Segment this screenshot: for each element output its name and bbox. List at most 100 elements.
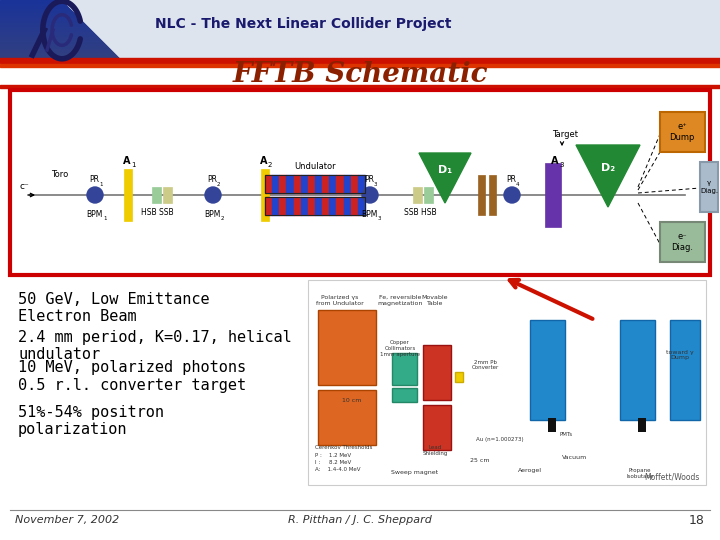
Bar <box>343 175 351 193</box>
Bar <box>329 197 336 215</box>
Bar <box>0 25 86 26</box>
Text: November 7, 2002: November 7, 2002 <box>15 515 120 525</box>
Bar <box>336 175 343 193</box>
Text: 10 MeV, polarized photons: 10 MeV, polarized photons <box>18 360 246 375</box>
Text: 2mm Pb
Converter: 2mm Pb Converter <box>472 360 499 370</box>
Text: Propane
Isobutane: Propane Isobutane <box>626 468 654 479</box>
Bar <box>0 63 720 85</box>
Text: PR: PR <box>89 175 99 184</box>
Bar <box>318 390 376 445</box>
Text: 10 cm: 10 cm <box>342 397 361 402</box>
Bar <box>0 52 113 53</box>
Bar <box>0 1 62 2</box>
Bar <box>261 169 269 221</box>
Bar <box>287 197 294 215</box>
Bar <box>315 197 322 215</box>
Text: 3: 3 <box>378 216 382 221</box>
Bar <box>0 2 63 3</box>
Text: R. Pitthan / J. C. Sheppard: R. Pitthan / J. C. Sheppard <box>288 515 432 525</box>
Bar <box>0 44 105 45</box>
Text: Cerenkov Thresholds: Cerenkov Thresholds <box>315 445 372 450</box>
Bar <box>0 30 91 31</box>
Bar <box>0 41 102 42</box>
Text: A: A <box>552 156 559 166</box>
Bar <box>343 197 351 215</box>
Bar <box>294 175 301 193</box>
Bar <box>0 50 111 51</box>
Text: Polarized γs
from Undulator: Polarized γs from Undulator <box>316 295 364 306</box>
Bar <box>279 197 287 215</box>
Bar <box>0 0 61 1</box>
Text: 3: 3 <box>374 182 377 187</box>
Text: Target: Target <box>552 130 578 139</box>
Bar <box>0 28 89 29</box>
Text: toward γ
Dump: toward γ Dump <box>666 349 694 360</box>
Circle shape <box>504 187 520 203</box>
Circle shape <box>205 187 221 203</box>
Bar <box>336 197 343 215</box>
Bar <box>0 20 81 21</box>
Text: FFTB Schematic: FFTB Schematic <box>233 60 487 87</box>
Text: D₂: D₂ <box>601 163 615 173</box>
Bar <box>0 0 720 60</box>
Text: SSB HSB: SSB HSB <box>404 208 436 217</box>
Bar <box>0 36 97 37</box>
Bar <box>329 175 336 193</box>
Bar <box>0 56 117 57</box>
Bar <box>308 197 315 215</box>
Bar <box>0 9 70 10</box>
Text: 1: 1 <box>131 162 135 168</box>
Bar <box>358 175 365 193</box>
Text: Sweep magnet: Sweep magnet <box>392 470 438 475</box>
Bar <box>0 35 96 36</box>
Bar <box>423 345 451 400</box>
Bar <box>545 163 561 227</box>
Bar <box>351 197 358 215</box>
Text: PMTs: PMTs <box>560 432 573 437</box>
Text: 1: 1 <box>99 182 102 187</box>
Text: 4: 4 <box>516 182 520 187</box>
Bar <box>0 10 71 11</box>
Text: Copper
Collimators
1mm aperture: Copper Collimators 1mm aperture <box>380 340 420 356</box>
Bar <box>530 320 565 420</box>
Bar <box>392 353 417 385</box>
Bar <box>0 46 107 47</box>
Bar <box>322 175 329 193</box>
Bar <box>620 320 655 420</box>
Text: Toro: Toro <box>51 170 68 179</box>
Bar <box>0 43 104 44</box>
Text: A:    1.4-4.0 MeV: A: 1.4-4.0 MeV <box>315 467 361 472</box>
Bar <box>308 175 315 193</box>
Bar <box>0 85 720 88</box>
Bar <box>0 38 99 39</box>
Text: 2: 2 <box>217 182 220 187</box>
Bar <box>0 29 90 30</box>
Text: 51%-54% positron
polarization: 51%-54% positron polarization <box>18 405 164 437</box>
Text: e⁻
Diag.: e⁻ Diag. <box>671 232 693 252</box>
Bar <box>424 187 433 203</box>
Bar <box>0 34 95 35</box>
Bar <box>0 51 112 52</box>
Bar <box>0 58 720 63</box>
Bar <box>0 31 92 32</box>
Bar <box>308 280 706 485</box>
Bar <box>265 197 272 215</box>
Text: c⁻: c⁻ <box>19 182 29 191</box>
Bar <box>301 175 308 193</box>
Bar <box>0 6 67 7</box>
Bar <box>301 197 308 215</box>
Bar <box>0 59 120 60</box>
Bar <box>0 47 108 48</box>
Bar <box>351 175 358 193</box>
Text: BPM: BPM <box>361 210 377 219</box>
Bar <box>0 19 80 20</box>
Bar <box>638 418 646 432</box>
Circle shape <box>362 187 378 203</box>
Text: Movable
Table: Movable Table <box>422 295 449 306</box>
Text: 0.5 r.l. converter target: 0.5 r.l. converter target <box>18 378 246 393</box>
Bar <box>670 320 700 420</box>
Bar <box>0 24 85 25</box>
Text: P :    1.2 MeV: P : 1.2 MeV <box>315 453 351 458</box>
Bar <box>265 175 272 193</box>
Bar <box>163 187 172 203</box>
